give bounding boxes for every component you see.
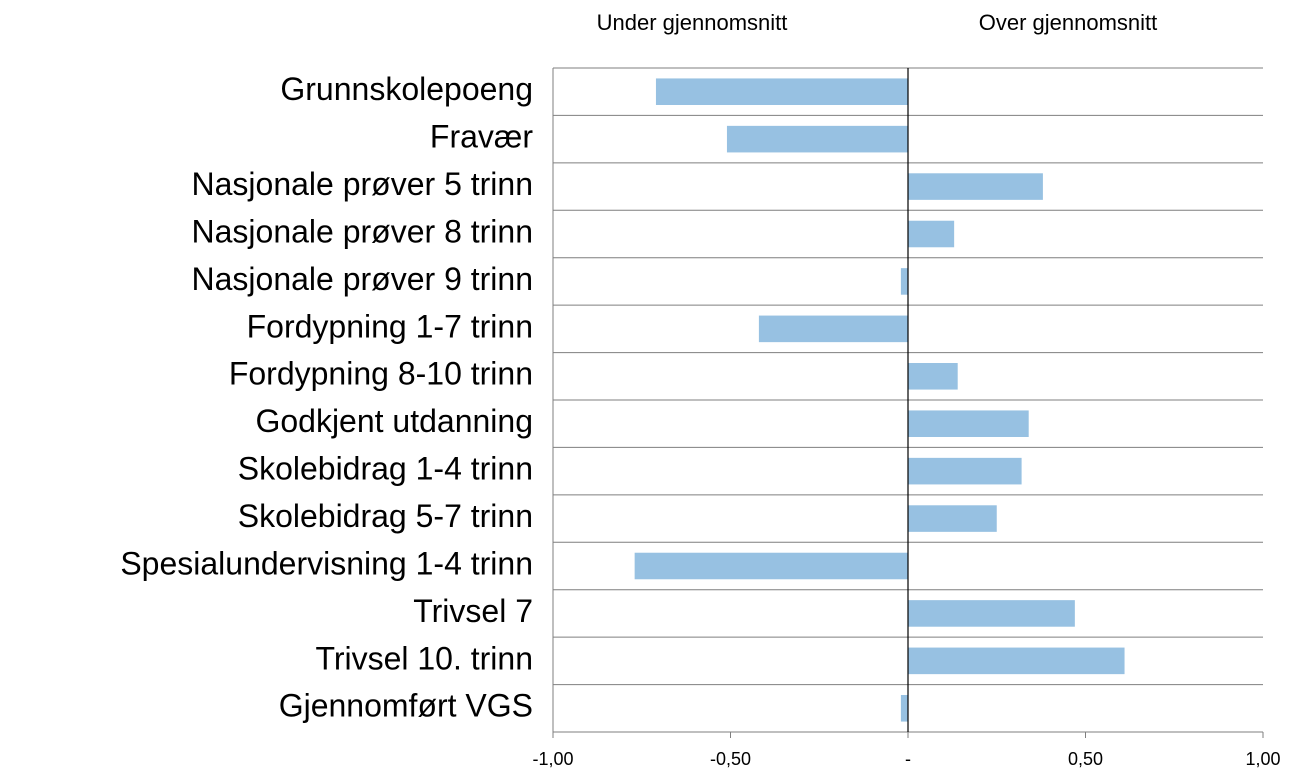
category-label: Godkjent utdanning <box>255 403 533 439</box>
bar <box>655 78 908 105</box>
category-label: Nasjonale prøver 5 trinn <box>192 166 533 202</box>
annotation: Under gjennomsnitt <box>597 10 788 35</box>
bar <box>908 457 1022 485</box>
bar <box>634 552 908 580</box>
category-label: Grunnskolepoeng <box>280 71 533 107</box>
bar <box>908 647 1125 675</box>
category-label: Skolebidrag 5-7 trinn <box>238 498 533 534</box>
category-label: Skolebidrag 1-4 trinn <box>238 451 533 487</box>
bar <box>900 268 908 295</box>
x-tick-label: 1,00 <box>1245 749 1280 769</box>
bar <box>726 125 908 153</box>
bar <box>908 505 997 532</box>
category-label: Trivsel 7 <box>413 593 533 629</box>
bar <box>908 220 955 248</box>
category-label: Fravær <box>430 119 533 155</box>
category-label: Gjennomført VGS <box>279 688 533 724</box>
bar <box>908 600 1075 627</box>
x-tick-label: - <box>905 749 911 769</box>
category-label: Nasjonale prøver 8 trinn <box>192 213 533 249</box>
bar <box>908 410 1029 437</box>
bar <box>908 363 958 390</box>
x-tick-label: -0,50 <box>710 749 751 769</box>
bar <box>900 695 908 722</box>
category-label: Trivsel 10. trinn <box>315 640 533 676</box>
x-tick-label: 0,50 <box>1068 749 1103 769</box>
category-label: Fordypning 8-10 trinn <box>229 356 533 392</box>
category-label: Nasjonale prøver 9 trinn <box>192 261 533 297</box>
bar <box>908 173 1043 200</box>
x-tick-label: -1,00 <box>532 749 573 769</box>
bar <box>758 315 908 343</box>
category-label: Spesialundervisning 1-4 trinn <box>120 545 533 581</box>
category-label: Fordypning 1-7 trinn <box>247 308 533 344</box>
annotation: Over gjennomsnitt <box>979 10 1158 35</box>
